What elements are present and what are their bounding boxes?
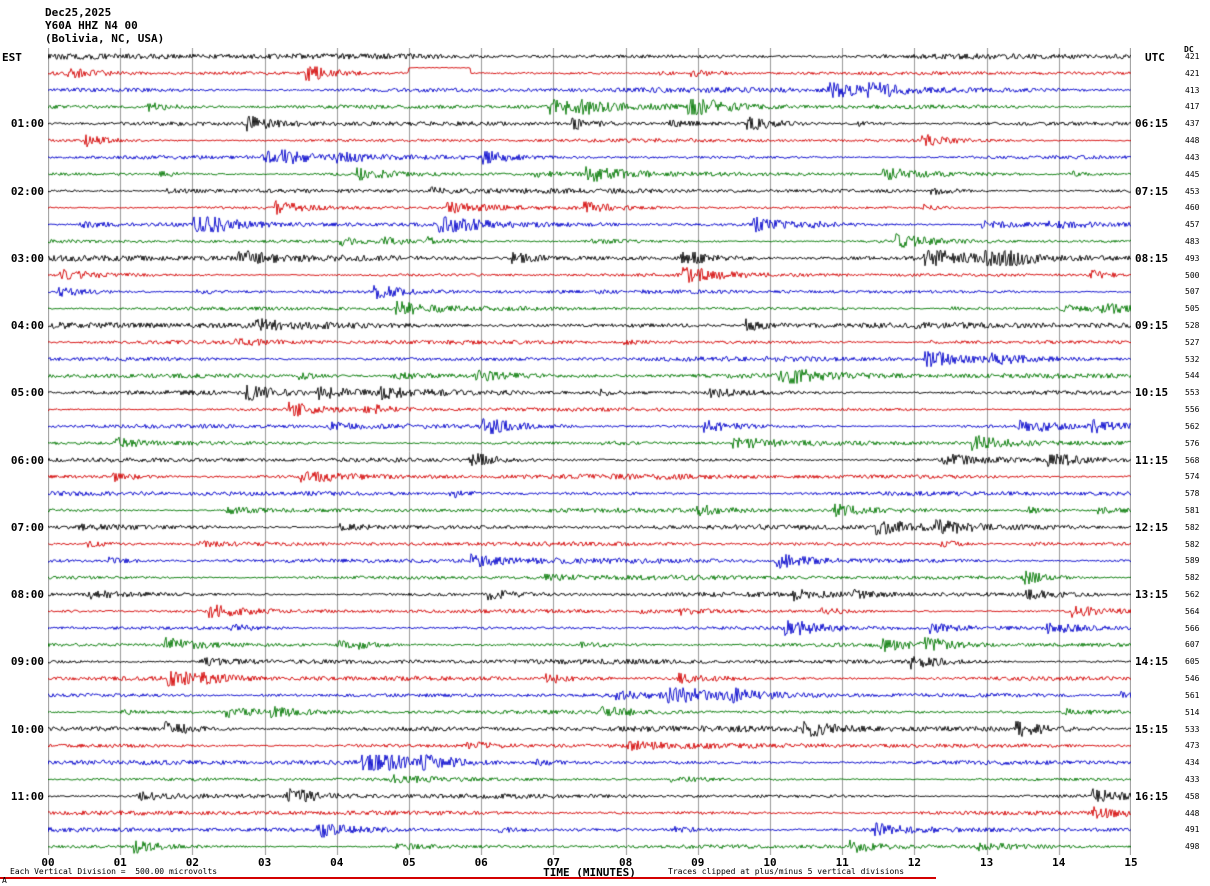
dc-value: 421	[1185, 52, 1200, 61]
dc-value: 566	[1185, 623, 1200, 633]
x-tick-label: 00	[41, 856, 55, 869]
dc-value: 527	[1185, 337, 1200, 347]
x-tick-label: 14	[1052, 856, 1066, 869]
x-axis-title: TIME (MINUTES)	[543, 866, 636, 879]
x-tick-label: 12	[907, 856, 922, 869]
x-tick-label: 09	[691, 856, 705, 869]
dc-axis-label: DC	[1184, 45, 1194, 54]
x-tick-label: 06	[474, 856, 488, 869]
dc-value: 437	[1185, 119, 1200, 129]
dc-value: 561	[1185, 690, 1200, 700]
dc-value: 458	[1185, 791, 1200, 801]
header-location: (Bolivia, NC, USA)	[45, 32, 165, 45]
utc-time-label: 09:15	[1135, 319, 1169, 332]
dc-value: 568	[1185, 455, 1200, 465]
dc-value: 434	[1185, 758, 1200, 768]
est-time-label: 05:00	[10, 386, 44, 400]
utc-time-label: 10:15	[1135, 386, 1169, 400]
dc-value: 507	[1185, 287, 1200, 297]
dc-value: 421	[1185, 68, 1200, 78]
utc-time-label: 06:15	[1135, 117, 1169, 131]
utc-axis-label: UTC	[1145, 51, 1165, 64]
est-time-label: 09:00	[10, 655, 44, 669]
utc-time-label: 07:15	[1135, 184, 1169, 198]
est-time-label: 07:00	[10, 520, 44, 534]
utc-time-label: 16:15	[1135, 789, 1169, 803]
est-time-label: 04:00	[10, 319, 44, 332]
dc-value: 562	[1185, 421, 1200, 431]
x-tick-label: 10	[763, 856, 777, 869]
dc-value: 433	[1185, 774, 1200, 784]
dc-value: 607	[1185, 640, 1200, 650]
utc-time-label: 08:15	[1135, 251, 1169, 265]
dc-value: 589	[1185, 556, 1200, 566]
dc-value: 498	[1185, 842, 1200, 852]
dc-value: 417	[1185, 102, 1200, 112]
x-tick-label: 05	[402, 856, 416, 869]
dc-value: 556	[1185, 405, 1200, 415]
dc-value: 514	[1185, 707, 1200, 717]
header-station: Y60A HHZ N4 00	[45, 19, 138, 32]
dc-value: 581	[1185, 505, 1200, 515]
dc-value: 576	[1185, 438, 1200, 448]
x-tick-label: 01	[113, 856, 127, 869]
est-time-label: 10:00	[10, 722, 44, 736]
dc-value: 532	[1185, 354, 1200, 364]
est-axis-label: EST	[2, 51, 22, 64]
dc-value: 533	[1185, 724, 1200, 734]
seismogram-canvas	[48, 48, 1131, 855]
x-tick-label: 11	[835, 856, 849, 869]
dc-value: 500	[1185, 270, 1200, 280]
clip-note: Traces clipped at plus/minus 5 vertical …	[668, 867, 905, 876]
dc-value: 460	[1185, 203, 1200, 213]
dc-value: 453	[1185, 186, 1200, 196]
dc-value: 582	[1185, 522, 1200, 532]
est-time-label: 08:00	[10, 588, 44, 601]
dc-value: 473	[1185, 741, 1200, 751]
dc-value: 574	[1185, 472, 1200, 482]
dc-value: 443	[1185, 152, 1200, 162]
x-tick-label: 15	[1124, 856, 1138, 869]
dc-value: 493	[1185, 253, 1200, 263]
utc-time-label: 11:15	[1135, 453, 1169, 467]
dc-value: 582	[1185, 573, 1200, 583]
dc-value: 578	[1185, 489, 1200, 499]
est-time-label: 06:00	[10, 453, 44, 467]
dc-value: 582	[1185, 539, 1200, 549]
est-time-label: 01:00	[10, 117, 44, 131]
dc-value: 448	[1185, 808, 1200, 818]
x-tick-label: 03	[257, 856, 272, 869]
x-tick-label: 13	[979, 856, 994, 869]
dc-value: 562	[1185, 590, 1200, 599]
est-time-label: 03:00	[10, 251, 44, 265]
x-tick-label: 02	[185, 856, 200, 869]
corner-mark: A	[2, 876, 7, 885]
dc-value: 505	[1185, 304, 1200, 314]
utc-time-label: 14:15	[1135, 655, 1169, 669]
dc-value: 491	[1185, 825, 1200, 835]
dc-value: 413	[1185, 85, 1200, 95]
dc-value: 448	[1185, 136, 1200, 146]
dc-value: 445	[1185, 169, 1200, 179]
x-tick-label: 08	[618, 856, 633, 869]
scale-note: Each Vertical Division = 500.00 microvol…	[10, 867, 218, 876]
dc-value: 528	[1185, 321, 1200, 330]
dc-value: 546	[1185, 674, 1200, 684]
est-time-label: 11:00	[10, 789, 44, 803]
est-time-label: 02:00	[10, 184, 44, 198]
dc-value: 553	[1185, 388, 1200, 398]
dc-value: 564	[1185, 606, 1200, 616]
x-tick-label: 07	[546, 856, 561, 869]
header-date: Dec25,2025	[45, 6, 112, 19]
utc-time-label: 15:15	[1135, 722, 1169, 736]
utc-time-label: 13:15	[1135, 588, 1169, 601]
dc-value: 483	[1185, 236, 1200, 246]
dc-value: 605	[1185, 657, 1200, 667]
footer-red-line	[0, 877, 936, 879]
dc-value: 457	[1185, 220, 1200, 230]
utc-time-label: 12:15	[1135, 520, 1169, 534]
x-tick-label: 04	[330, 856, 344, 869]
dc-value: 544	[1185, 371, 1200, 381]
